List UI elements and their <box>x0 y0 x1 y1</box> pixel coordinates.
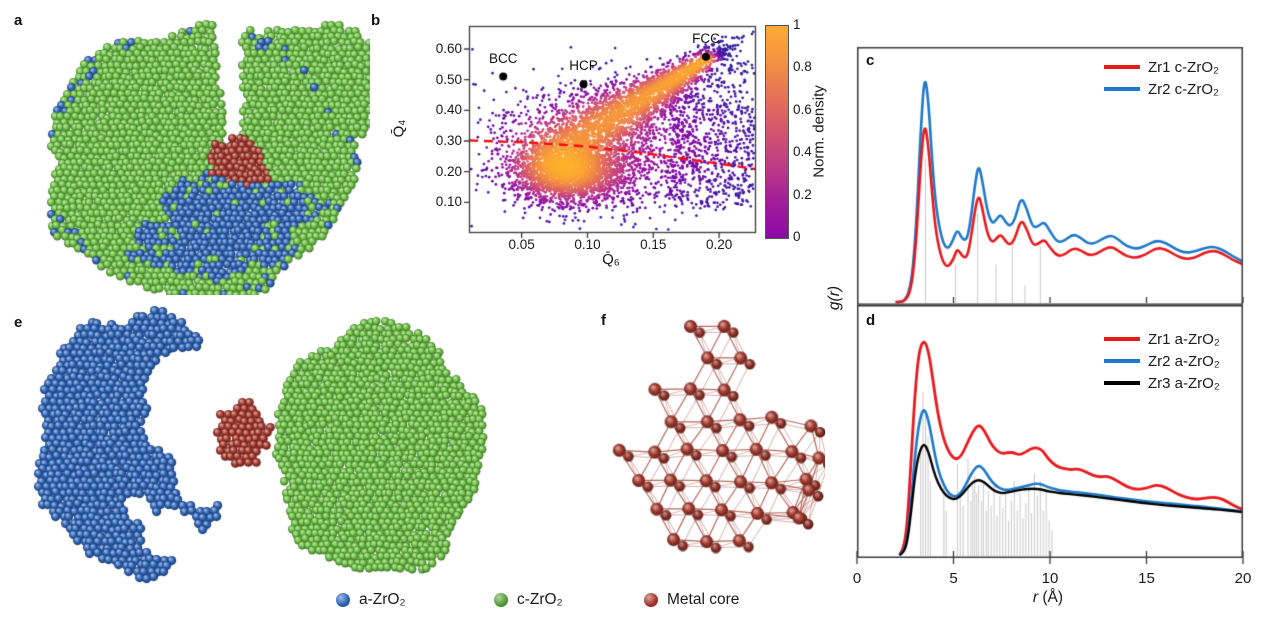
blue-sphere-icon <box>336 593 350 607</box>
d-x-axis-title: r (Å) <box>1008 589 1088 607</box>
gr-y-axis-title: g(r) <box>826 285 843 311</box>
annotation-bcc: BCC <box>488 50 518 66</box>
bottom-legend-item-metal-core: Metal core <box>644 591 739 609</box>
panel-d-legend: Zr1 a-ZrO₂ Zr2 a-ZrO₂ Zr3 a-ZrO₂ <box>1104 328 1220 394</box>
tick-label: 0.20 <box>705 237 733 252</box>
tick-label: 0.4 <box>793 144 812 160</box>
tick-label: 0.60 <box>435 41 462 56</box>
tick-label: 0.15 <box>640 237 667 252</box>
tick-label: 0.05 <box>508 237 535 252</box>
tick-label: 1 <box>793 17 801 32</box>
legend-item: Zr1 c-ZrO₂ <box>1104 56 1219 78</box>
d-x-axis-unit: (Å) <box>1038 589 1064 606</box>
bottom-legend-label: a-ZrO₂ <box>359 591 406 608</box>
bottom-legend-item-a-zro2: a-ZrO₂ <box>336 591 406 609</box>
b-x-axis-title: Q̄₆ <box>602 251 620 268</box>
legend-line-swatch <box>1104 337 1140 341</box>
colorbar <box>765 25 789 239</box>
panel-c-legend: Zr1 c-ZrO₂ Zr2 c-ZrO₂ <box>1104 56 1219 100</box>
legend-line-swatch <box>1104 359 1140 363</box>
legend-line-swatch <box>1104 87 1140 91</box>
annotation-fcc: FCC <box>692 30 720 46</box>
legend-line-swatch <box>1104 65 1140 69</box>
tick-label: 0.6 <box>793 101 812 117</box>
tick-label: 0.10 <box>574 237 601 252</box>
legend-label: Zr1 a-ZrO₂ <box>1148 330 1220 348</box>
legend-item: Zr2 a-ZrO₂ <box>1104 350 1220 372</box>
panel-a-nanoparticle-render <box>25 5 370 295</box>
tick-label: 0 <box>793 229 801 244</box>
panel-label-b: b <box>371 12 381 29</box>
tick-label: 10 <box>1041 570 1059 587</box>
panel-label-d: d <box>866 312 876 329</box>
tick-label: 0.8 <box>793 59 812 75</box>
tick-label: 0.30 <box>435 133 462 148</box>
red-sphere-icon <box>644 593 658 607</box>
bottom-legend-item-c-zro2: c-ZrO₂ <box>494 591 563 609</box>
legend-item: Zr3 a-ZrO₂ <box>1104 372 1220 394</box>
bottom-legend-label: Metal core <box>667 591 740 608</box>
tick-label: 15 <box>1138 570 1155 587</box>
legend-item: Zr2 c-ZrO₂ <box>1104 78 1219 100</box>
b-y-axis-title: Q̄₄ <box>390 119 408 138</box>
d-x-axis-var: r <box>1032 589 1039 606</box>
tick-label: 0.50 <box>435 71 462 87</box>
legend-line-swatch <box>1104 381 1140 385</box>
panel-label-f: f <box>601 312 606 329</box>
tick-label: 20 <box>1234 570 1252 587</box>
panel-c-line-plot <box>855 45 1245 306</box>
legend-item: Zr1 a-ZrO₂ <box>1104 328 1220 350</box>
panel-label-c: c <box>866 52 875 69</box>
panel-d-line-plot <box>855 305 1245 567</box>
panel-label-e: e <box>14 314 23 331</box>
green-sphere-icon <box>494 593 508 607</box>
legend-label: Zr1 c-ZrO₂ <box>1148 58 1219 76</box>
tick-label: 0.2 <box>793 186 812 202</box>
colorbar-title: Norm. density <box>810 85 828 178</box>
panel-f-lattice-render <box>605 308 825 573</box>
tick-label: 0 <box>852 570 862 587</box>
legend-label: Zr2 c-ZrO₂ <box>1148 80 1219 98</box>
panel-label-a: a <box>14 12 23 29</box>
annotation-hcp: HCP <box>569 58 598 74</box>
panel-b-scatter-plot <box>462 20 792 242</box>
panel-e-phases-render <box>18 302 498 590</box>
tick-label: 0.20 <box>435 163 462 179</box>
tick-label: 0.40 <box>435 102 462 118</box>
tick-label: 5 <box>949 570 958 587</box>
tick-label: 0.10 <box>435 194 462 210</box>
legend-label: Zr3 a-ZrO₂ <box>1148 374 1220 392</box>
legend-label: Zr2 a-ZrO₂ <box>1148 352 1220 370</box>
bottom-legend-label: c-ZrO₂ <box>517 591 563 608</box>
